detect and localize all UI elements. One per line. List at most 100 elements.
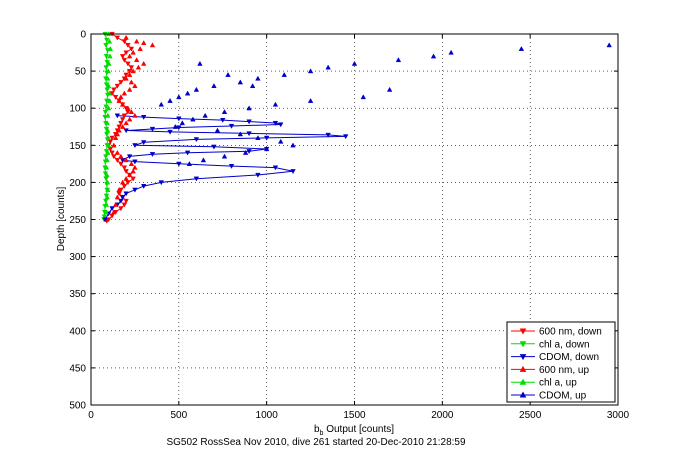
series-points — [101, 31, 612, 224]
data-point — [126, 53, 133, 59]
data-point — [225, 71, 231, 77]
data-point — [125, 43, 131, 48]
y-tick-label: 450 — [69, 363, 86, 374]
data-point — [126, 86, 133, 92]
data-point — [123, 157, 129, 163]
x-tick-label: 2500 — [519, 410, 542, 421]
data-point — [114, 83, 121, 89]
data-point — [104, 37, 110, 43]
data-point — [104, 75, 111, 81]
data-point — [158, 101, 164, 107]
data-point — [158, 180, 164, 186]
legend-entry: CDOM, down — [511, 352, 599, 363]
data-point — [211, 144, 217, 150]
data-point — [119, 54, 126, 60]
y-tick-label: 200 — [69, 178, 86, 189]
data-point — [123, 75, 129, 81]
data-point — [103, 209, 109, 215]
y-axis-label: Depth [counts] — [56, 187, 67, 252]
data-point — [128, 46, 135, 52]
data-point — [114, 194, 121, 200]
data-point — [118, 161, 124, 167]
data-point — [123, 191, 129, 197]
data-point — [112, 94, 119, 100]
data-point — [242, 149, 249, 155]
data-point — [126, 69, 133, 74]
legend-label: CDOM, up — [539, 391, 587, 402]
data-point — [190, 116, 196, 122]
data-point — [126, 172, 133, 178]
data-point — [106, 38, 113, 44]
legend-marker — [519, 378, 527, 385]
data-point — [246, 131, 252, 137]
data-point — [109, 135, 115, 141]
data-point — [114, 158, 121, 163]
data-point — [133, 38, 140, 44]
legend-marker — [519, 328, 527, 335]
legend-marker — [519, 354, 527, 361]
axes: 0 500 1000 1500 2000 2500 30000501001502002503… — [69, 30, 629, 422]
data-point — [237, 79, 244, 85]
data-point — [105, 149, 111, 155]
legend-label: chl a, down — [539, 339, 590, 350]
y-tick-label: 100 — [69, 104, 86, 115]
data-point — [125, 61, 131, 67]
data-point — [106, 90, 112, 96]
data-point — [149, 152, 156, 158]
data-point — [140, 140, 147, 146]
data-point — [263, 135, 270, 141]
data-point — [106, 60, 112, 66]
data-point — [119, 101, 126, 107]
data-point — [114, 35, 121, 41]
y-tick-label: 0 — [80, 30, 86, 41]
legend-label: CDOM, down — [539, 352, 599, 363]
data-point — [112, 201, 119, 207]
data-point — [132, 159, 138, 165]
data-point — [290, 169, 296, 175]
data-point — [360, 94, 367, 100]
data-point — [277, 122, 284, 128]
data-point — [121, 57, 128, 63]
data-point — [237, 131, 244, 137]
data-point — [119, 195, 126, 201]
legend-marker — [519, 365, 527, 372]
data-point — [114, 149, 121, 155]
data-point — [107, 46, 114, 51]
data-point — [130, 49, 136, 55]
data-point — [395, 57, 402, 63]
data-point — [111, 87, 117, 93]
data-point — [246, 105, 252, 111]
data-point — [105, 142, 112, 148]
data-point — [118, 206, 124, 212]
data-point — [116, 124, 122, 130]
data-point — [448, 49, 454, 55]
data-point — [193, 176, 200, 182]
data-point — [211, 83, 217, 89]
data-point — [197, 60, 203, 66]
data-point — [193, 86, 200, 92]
y-tick-label: 50 — [75, 67, 87, 78]
data-point — [114, 131, 121, 137]
data-point — [123, 128, 129, 134]
data-point — [105, 135, 111, 140]
data-point — [202, 112, 208, 118]
legend-marker — [519, 341, 527, 348]
data-point — [228, 163, 235, 169]
data-point — [132, 143, 138, 149]
legend-entry: 600 nm, down — [511, 327, 602, 338]
data-point — [112, 135, 119, 140]
legend-label: 600 nm, up — [539, 365, 589, 376]
data-point — [132, 112, 138, 118]
data-point — [149, 126, 156, 132]
data-point — [119, 123, 126, 129]
data-point — [221, 109, 228, 114]
data-point — [140, 184, 147, 189]
data-point — [246, 119, 252, 125]
data-point — [430, 53, 437, 59]
data-point — [106, 97, 113, 103]
data-point — [128, 79, 135, 85]
data-point — [281, 71, 287, 77]
data-point — [123, 198, 129, 204]
data-point — [126, 116, 133, 122]
data-point — [119, 179, 126, 185]
